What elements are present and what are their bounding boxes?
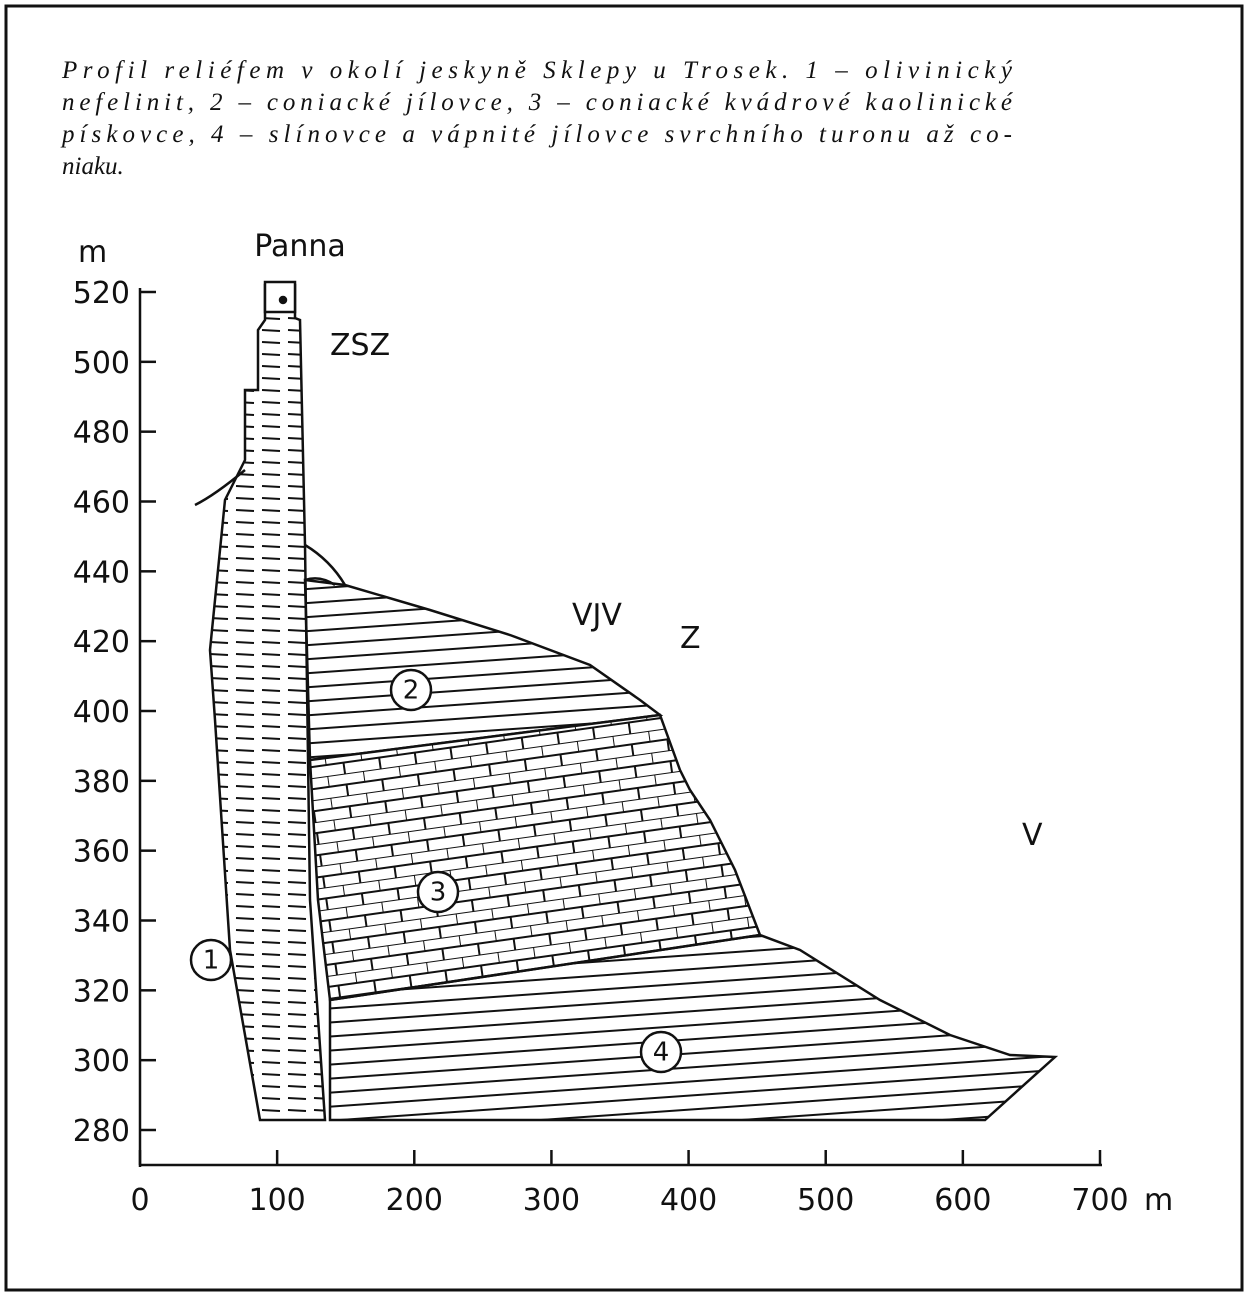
x-tick-label: 100 [249, 1183, 306, 1218]
surface-west [194, 469, 246, 507]
unit-circle [389, 668, 433, 712]
y-tick-label: 360 [73, 835, 130, 870]
unit-number: 3 [430, 878, 447, 908]
x-tick-label: 200 [386, 1183, 443, 1218]
y-tick-label: 480 [73, 416, 130, 451]
x-tick-label: 400 [660, 1183, 717, 1218]
x-tick-label: 0 [130, 1183, 149, 1218]
unit-4 [328, 933, 1059, 1122]
y-tick-label: 380 [73, 765, 130, 800]
y-unit: m [78, 235, 107, 270]
caption-line: nefelinit, 2 – coniacké jílovce, 3 – con… [62, 89, 1013, 116]
unit-number: 2 [403, 676, 420, 706]
y-tick-label: 320 [73, 974, 130, 1009]
unit-number: 1 [203, 946, 220, 976]
x-tick-label: 700 [1071, 1183, 1128, 1218]
y-tick-label: 400 [73, 695, 130, 730]
unit-circle [189, 938, 233, 982]
tower-window [278, 295, 288, 305]
direction-label: VJV [572, 598, 622, 633]
y-tick-label: 300 [73, 1044, 130, 1079]
caption-line: Profil reliéfem v okolí jeskyně Sklepy u… [61, 57, 1013, 84]
direction-label: Z [680, 621, 701, 656]
x-unit: m [1144, 1183, 1173, 1218]
y-tick-label: 280 [73, 1114, 130, 1149]
peak-label: Panna [254, 229, 346, 264]
debris [304, 543, 347, 587]
unit-circle [639, 1030, 683, 1074]
unit-circle [416, 870, 460, 914]
unit-markers [189, 668, 683, 1074]
unit-3 [308, 713, 762, 1002]
unit-number: 4 [653, 1038, 670, 1068]
x-tick-label: 600 [934, 1183, 991, 1218]
x-tick-label: 300 [523, 1183, 580, 1218]
direction-label: V [1022, 818, 1043, 853]
x-tick-label: 500 [797, 1183, 854, 1218]
y-tick-label: 420 [73, 625, 130, 660]
y-tick-label: 440 [73, 555, 130, 590]
direction-label: ZSZ [330, 328, 390, 363]
y-tick-label: 340 [73, 905, 130, 940]
y-tick-label: 460 [73, 486, 130, 521]
caption-line: pískovce, 4 – slínovce a vápnité jílovce… [60, 121, 1012, 148]
profile [194, 280, 1059, 1122]
unit-1 [208, 283, 327, 1122]
frame [4, 4, 1244, 1292]
caption-line: niaku. [62, 153, 124, 180]
y-tick-label: 500 [73, 346, 130, 381]
y-tick-label: 520 [73, 276, 130, 311]
